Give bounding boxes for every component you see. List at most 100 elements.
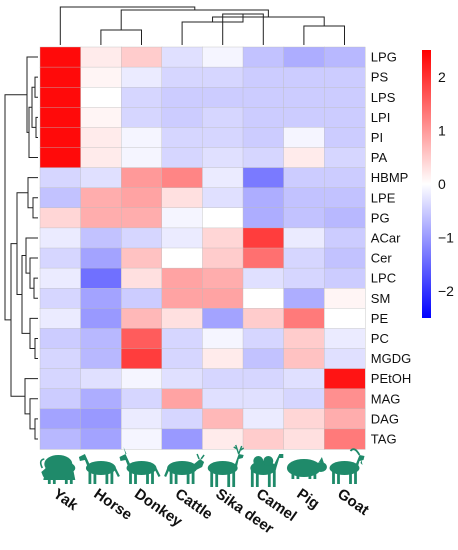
dendrogram-branch	[34, 76, 38, 98]
heatmap-cell	[80, 147, 122, 169]
heatmap-cell	[120, 107, 163, 129]
heatmap-cell	[39, 127, 82, 149]
heatmap-cell	[242, 348, 285, 370]
heatmap-cell	[120, 428, 163, 450]
heatmap-cell	[161, 127, 204, 149]
heatmap-cell	[120, 187, 163, 209]
heatmap-cell	[242, 207, 285, 229]
heatmap-cell	[120, 227, 163, 249]
heatmap-cell	[283, 368, 325, 390]
heatmap-cell	[242, 66, 285, 88]
heatmap-cell	[324, 308, 366, 329]
heatmap-cell	[39, 147, 82, 169]
heatmap-cell	[283, 187, 325, 209]
heatmap-cell	[242, 227, 285, 249]
heatmap-cell	[80, 428, 122, 450]
row-label: PG	[371, 210, 390, 225]
heatmap-cell	[39, 388, 82, 410]
heatmap-cell	[161, 187, 204, 209]
row-label: TAG	[371, 431, 397, 446]
heatmap-cell	[283, 207, 325, 229]
heatmap-cell	[161, 368, 204, 390]
heatmap-cell	[80, 46, 122, 68]
row-label: PEtOH	[371, 371, 411, 386]
heatmap-cell	[283, 428, 325, 450]
sika-deer-icon	[207, 444, 245, 487]
heatmap-cell	[324, 388, 366, 410]
heatmap-cell	[283, 328, 325, 350]
heatmap-cell	[80, 207, 122, 229]
heatmap-cell	[161, 267, 204, 289]
heatmap-cell	[202, 388, 244, 410]
heatmap-cell	[120, 267, 163, 289]
heatmap-cell	[39, 408, 82, 430]
heatmap-cell	[202, 348, 244, 370]
heatmap-cell	[242, 127, 285, 149]
row-label: ACar	[371, 230, 401, 245]
heatmap-cell	[202, 207, 244, 229]
heatmap-cell	[283, 388, 325, 410]
heatmap-cell	[161, 66, 204, 88]
dendrogram-branch	[32, 197, 38, 219]
heatmap-cell	[242, 328, 285, 350]
heatmap-cell	[120, 288, 163, 309]
heatmap-cell	[242, 368, 285, 390]
heatmap-cell	[202, 147, 244, 169]
heatmap-cell	[161, 207, 204, 229]
heatmap-cell	[120, 167, 163, 189]
heatmap-cell	[80, 187, 122, 209]
heatmap-cell	[202, 308, 244, 329]
camel-icon	[250, 454, 284, 487]
heatmap-cell	[324, 66, 366, 88]
heatmap-cell	[202, 86, 244, 108]
dendrogram-branch	[25, 237, 38, 274]
heatmap-cell	[324, 288, 366, 309]
heatmap-cell	[39, 66, 82, 88]
heatmap-cell	[80, 247, 122, 269]
heatmap-cell	[324, 368, 366, 390]
row-label: LPC	[371, 271, 396, 286]
heatmap-cell	[283, 107, 325, 129]
heatmap-cell	[242, 428, 285, 450]
heatmap-cell	[324, 247, 366, 269]
heatmap-cell	[242, 267, 285, 289]
dendrogram-branch	[34, 418, 38, 440]
row-label: LPS	[371, 90, 396, 105]
heatmap-cell	[39, 187, 82, 209]
row-label: PA	[371, 150, 388, 165]
heatmap-cell	[283, 147, 325, 169]
heatmap-cell	[202, 46, 244, 68]
heatmap-cell	[120, 66, 163, 88]
heatmap-cell	[80, 288, 122, 309]
column-dendrogram	[59, 6, 345, 45]
row-label: MAG	[371, 391, 401, 406]
heatmap-cell	[242, 308, 285, 329]
heatmap-cell	[161, 147, 204, 169]
heatmap-cell	[161, 308, 204, 329]
heatmap-cell	[283, 288, 325, 309]
heatmap-cell	[242, 147, 285, 169]
heatmap-cell	[324, 46, 366, 68]
heatmap-cell	[161, 107, 204, 129]
heatmap-cell	[324, 107, 366, 129]
cattle-icon	[164, 453, 205, 484]
heatmap-cell	[80, 348, 122, 370]
heatmap-cell	[202, 187, 244, 209]
heatmap-cell	[39, 368, 82, 390]
heatmap-cell	[80, 328, 122, 350]
dendrogram-branch	[4, 94, 27, 321]
heatmap-cell	[39, 267, 82, 289]
heatmap-cell	[324, 86, 366, 108]
heatmap-cell	[242, 388, 285, 410]
heatmap-cell	[202, 167, 244, 189]
dendrogram-branch	[29, 398, 38, 430]
color-scale-tick-label: 2	[438, 69, 446, 85]
row-label: SM	[371, 291, 391, 306]
row-label: PS	[371, 70, 389, 85]
heatmap-cell	[242, 187, 285, 209]
heatmap-cell	[283, 167, 325, 189]
heatmap-cell	[161, 227, 204, 249]
heatmap-cell	[120, 147, 163, 169]
